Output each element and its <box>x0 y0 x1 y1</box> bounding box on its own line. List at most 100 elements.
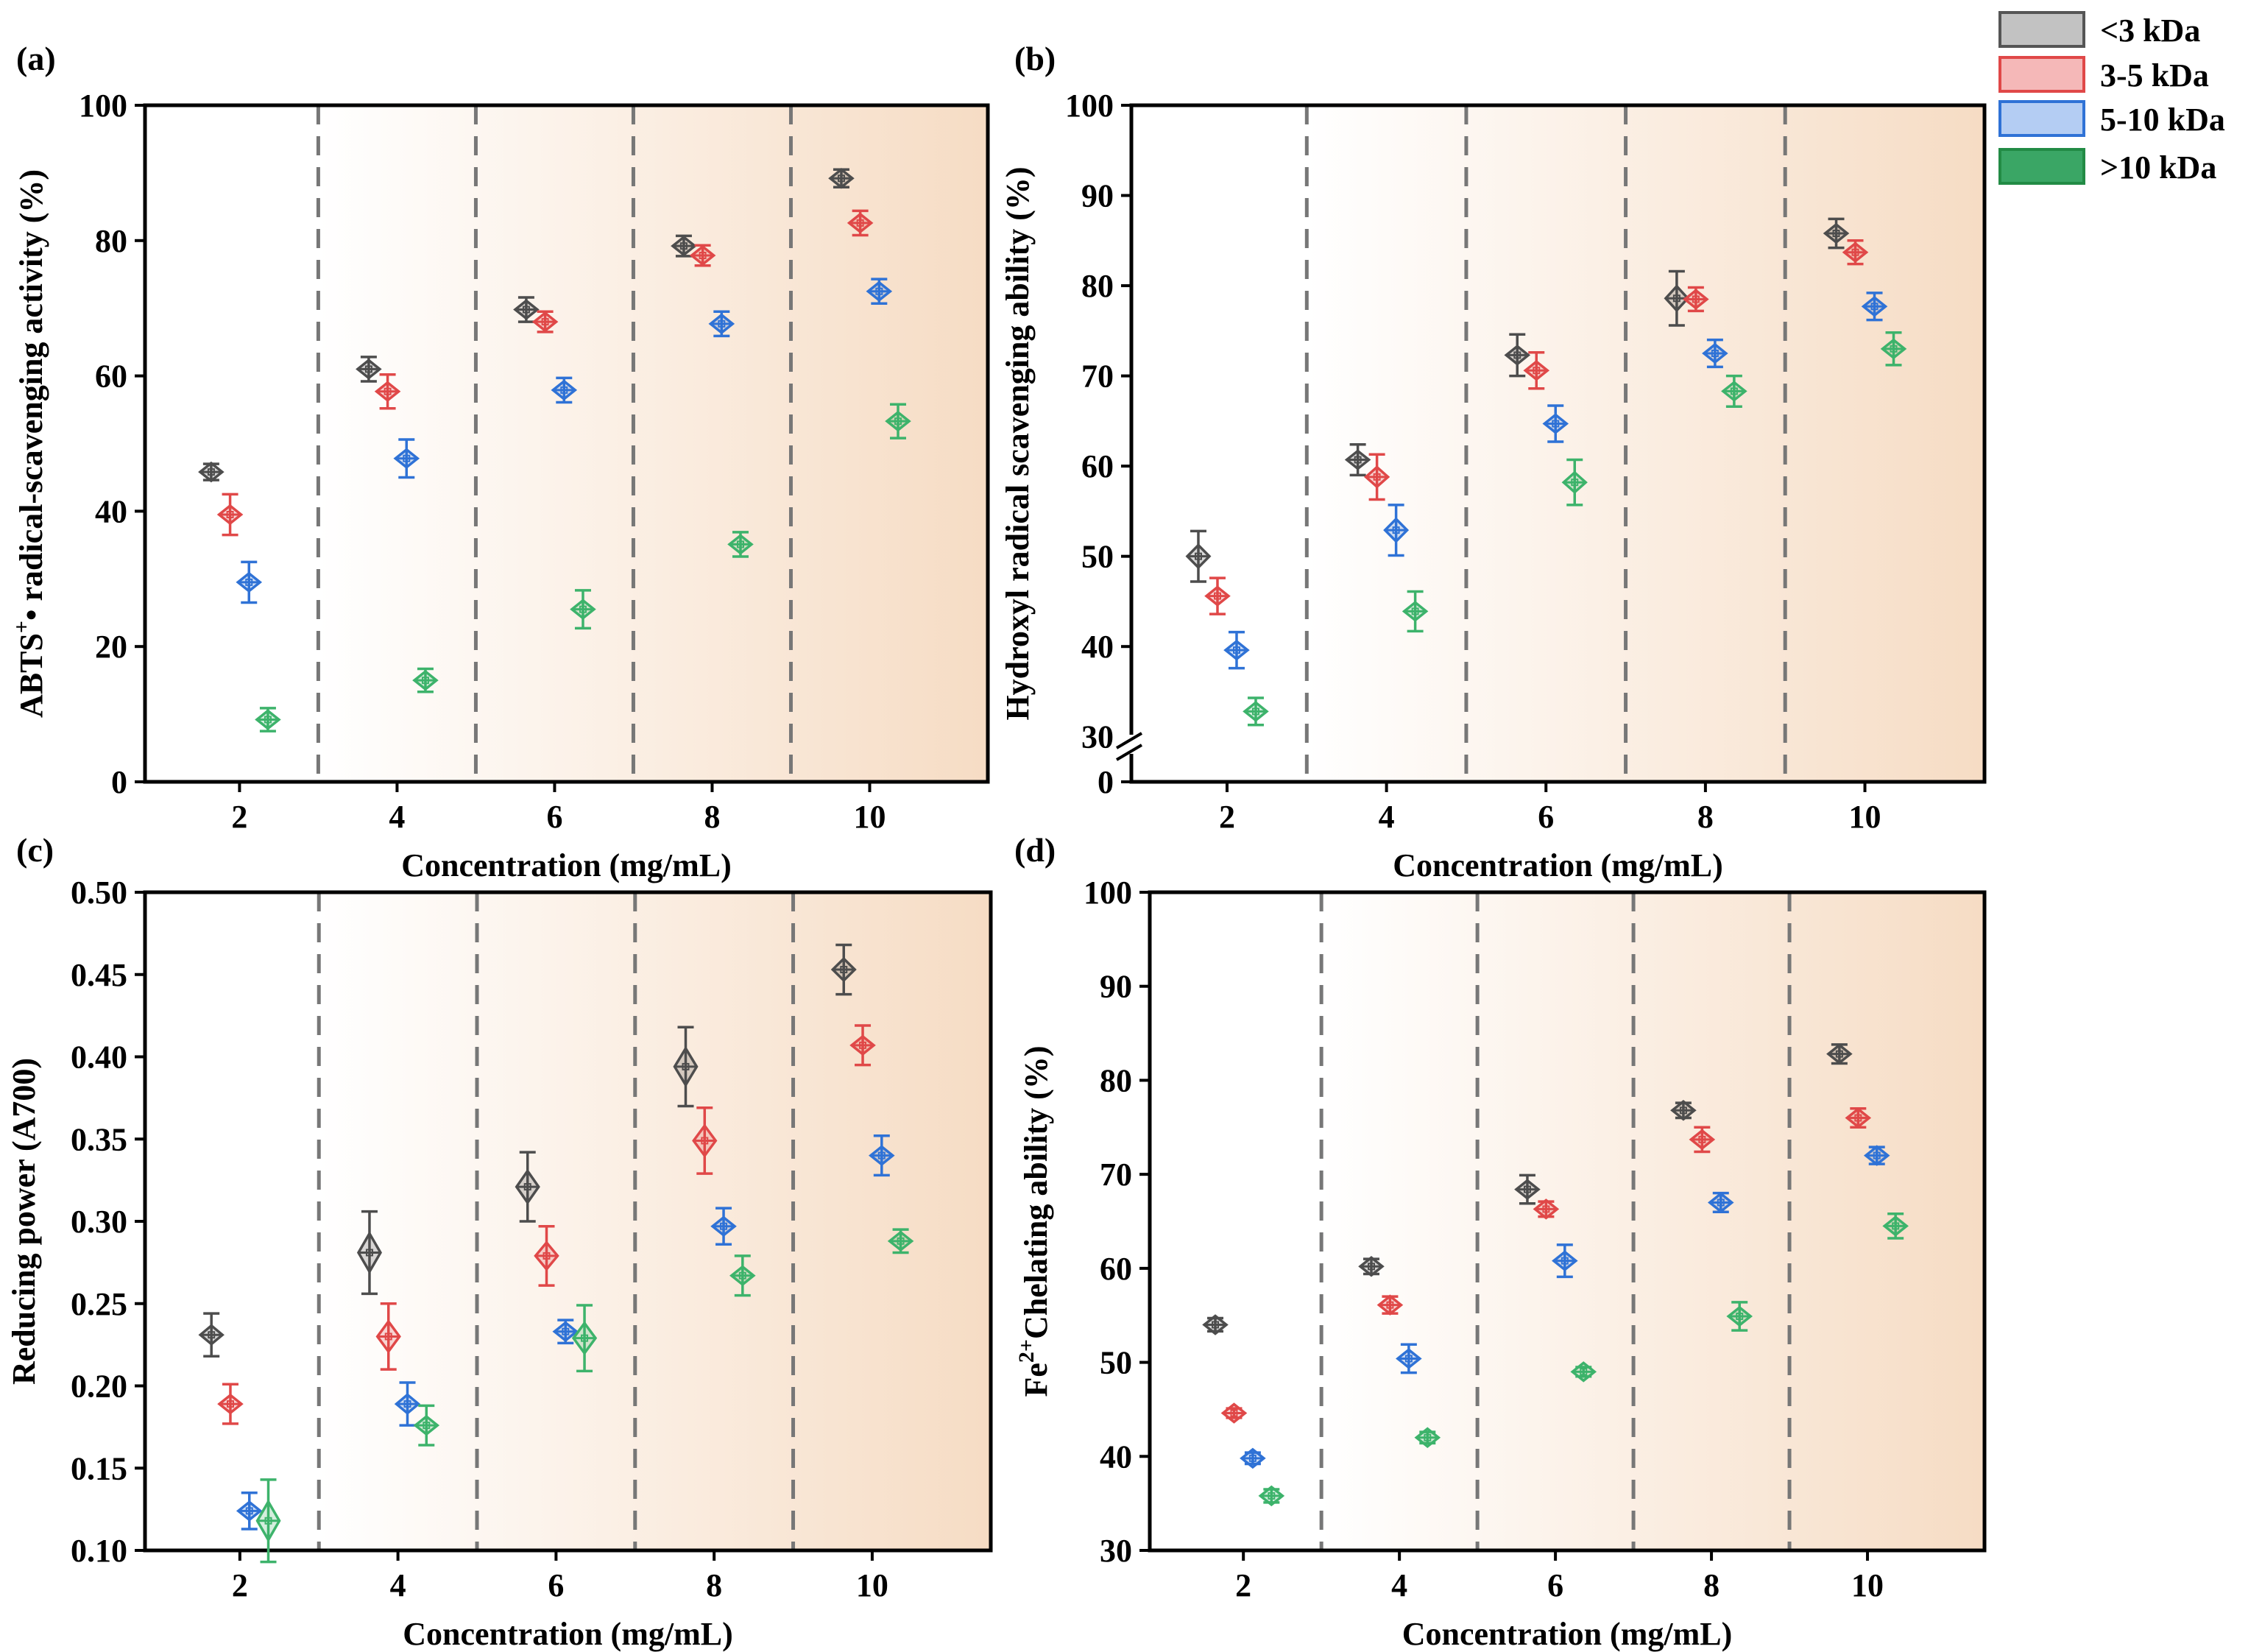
y-axis-title: ABTS+• radical-scavenging activity (%) <box>10 169 49 718</box>
panel-label: (d) <box>1014 831 1056 869</box>
data-point <box>840 966 848 974</box>
y-tick-label: 40 <box>1081 629 1114 665</box>
y-tick-label: 0.50 <box>71 875 127 911</box>
x-axis-title: Concentration (mg/mL) <box>403 1616 733 1652</box>
data-point <box>1870 303 1878 311</box>
y-tick-label: 0.15 <box>71 1450 127 1486</box>
y-tick-label: 0.30 <box>71 1204 127 1240</box>
y-tick-label: 0.25 <box>71 1286 127 1322</box>
plot-frame <box>143 103 990 784</box>
y-tick-label: 50 <box>1081 539 1114 575</box>
x-tick-label: 2 <box>232 1567 248 1603</box>
data-point <box>1232 646 1240 654</box>
data-point <box>1411 607 1419 615</box>
data-point <box>859 1041 867 1049</box>
plot-frame <box>1148 890 1987 1553</box>
y-axis-title: Fe2+Chelating ability (%) <box>1014 1046 1054 1397</box>
data-point <box>522 306 530 314</box>
x-tick-label: 10 <box>853 799 886 835</box>
x-tick-label: 6 <box>548 1567 564 1603</box>
data-point <box>226 510 234 518</box>
data-point <box>1533 367 1541 375</box>
data-point <box>364 365 372 373</box>
data-point <box>523 1183 531 1191</box>
data-point <box>560 386 568 394</box>
y-tick-label: 100 <box>79 88 127 124</box>
x-tick-label: 8 <box>704 799 720 835</box>
data-point <box>1404 1355 1413 1363</box>
x-axis-title: Concentration (mg/mL) <box>1393 847 1723 883</box>
data-point <box>541 318 549 326</box>
x-tick-label: 2 <box>231 799 247 835</box>
data-point <box>421 677 429 685</box>
legend-swatch <box>1998 56 2085 93</box>
y-axis-title: Reducing power (A700) <box>6 1058 42 1385</box>
data-point <box>423 1422 431 1430</box>
x-tick-label: 8 <box>1703 1567 1720 1603</box>
axis-break-mark <box>1115 744 1143 761</box>
data-point <box>384 387 392 395</box>
data-point <box>679 242 688 250</box>
data-point <box>875 287 883 295</box>
y-tick-label: 80 <box>1081 268 1114 304</box>
data-point <box>877 1151 886 1159</box>
data-point <box>837 174 845 183</box>
y-tick-label: 60 <box>1081 448 1114 484</box>
legend-label: 3-5 kDa <box>2100 57 2209 93</box>
data-point <box>1424 1433 1432 1441</box>
y-tick-label: 50 <box>1100 1345 1132 1381</box>
legend-swatch <box>1998 148 2085 185</box>
y-tick-label: 90 <box>1100 969 1132 1005</box>
x-tick-label: 8 <box>706 1567 722 1603</box>
data-point <box>1851 248 1859 256</box>
data-point <box>1523 1185 1531 1193</box>
data-point <box>1513 351 1521 359</box>
data-point <box>1698 1135 1706 1143</box>
y-tick-label: 0.40 <box>71 1039 127 1076</box>
data-point <box>264 716 272 724</box>
y-tick-label: 70 <box>1081 359 1114 395</box>
x-tick-label: 6 <box>1547 1567 1563 1603</box>
data-point <box>1736 1312 1744 1320</box>
data-point <box>1730 387 1738 395</box>
data-point <box>226 1400 234 1408</box>
plot-frame <box>1129 103 1987 784</box>
data-point <box>736 540 744 548</box>
data-point <box>384 1332 392 1341</box>
y-tick-label: 40 <box>1100 1439 1132 1475</box>
data-point <box>365 1249 373 1257</box>
y-tick-label: 0.45 <box>71 957 127 993</box>
legend-label: <3 kDa <box>2100 13 2200 49</box>
data-point <box>856 219 864 227</box>
y-tick-label: 90 <box>1081 178 1114 214</box>
x-tick-label: 10 <box>1849 799 1881 835</box>
legend-label: 5-10 kDa <box>2100 102 2225 138</box>
y-axis-title: Hydroxyl radical scavenging ability (%) <box>1000 166 1036 720</box>
data-point <box>1392 526 1400 534</box>
chart-panel: 0 20 40 60 80 100 2 4 6 8 10 Concentration (mg/mL) A… <box>10 40 990 883</box>
data-point <box>245 1507 253 1515</box>
y-tick-label: 0.10 <box>71 1533 127 1569</box>
data-point <box>701 1137 709 1145</box>
x-tick-label: 8 <box>1697 799 1714 835</box>
y-tick-label: 80 <box>95 223 127 259</box>
y-tick-label: 60 <box>95 359 127 395</box>
y-tick-label: 100 <box>1065 88 1114 124</box>
y-tick-label: 60 <box>1100 1251 1132 1287</box>
data-point <box>1367 1263 1375 1271</box>
data-point <box>264 1517 272 1525</box>
shaded-band <box>1321 892 1984 1550</box>
data-point <box>720 1222 728 1230</box>
data-point <box>1251 707 1259 716</box>
data-point <box>718 320 726 328</box>
data-point <box>542 1252 551 1260</box>
axis-break-mark <box>1115 732 1143 749</box>
panel-label: (a) <box>16 40 56 77</box>
data-point <box>1213 592 1221 600</box>
y-tick-label: 0.20 <box>71 1369 127 1405</box>
data-point <box>581 1334 589 1342</box>
data-point <box>208 1331 216 1339</box>
x-tick-label: 4 <box>390 1567 406 1603</box>
data-point <box>1386 1301 1394 1309</box>
